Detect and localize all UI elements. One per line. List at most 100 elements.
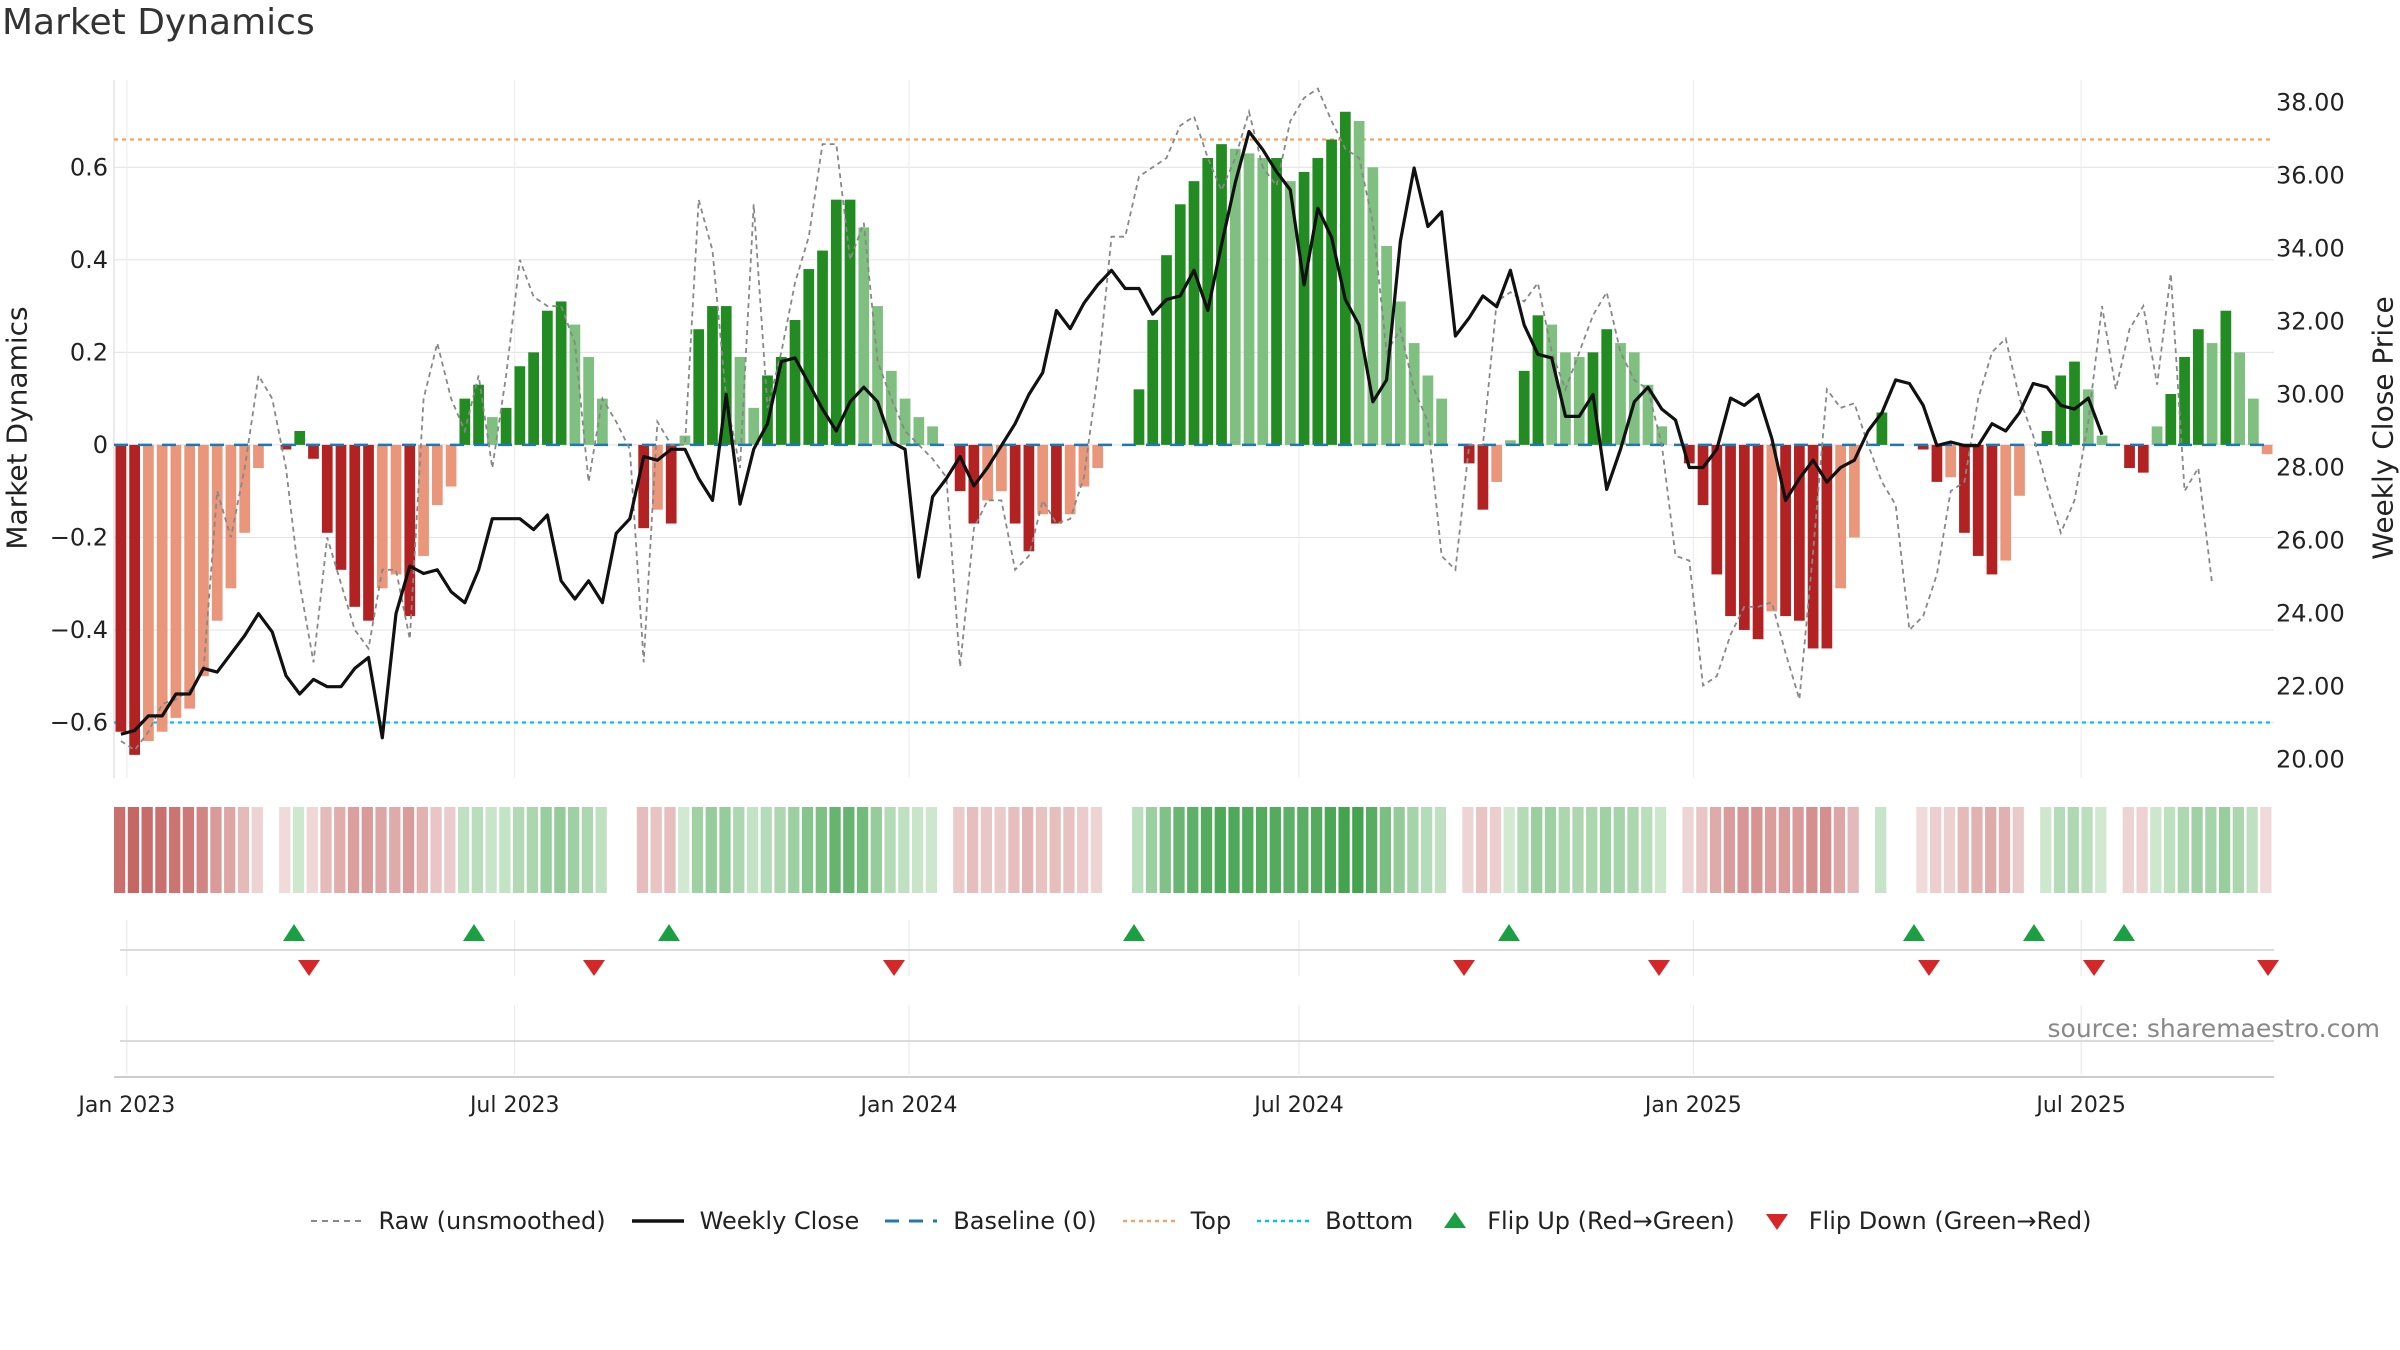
flip-down-marker [583,960,605,976]
market-dynamics-bar [129,444,141,755]
y-tick-label: 0.4 [70,246,108,274]
heat-strip-cell [402,807,415,893]
y-tick-label-right: 20.00 [2276,746,2345,774]
heat-strip-cell [1118,807,1130,893]
market-dynamics-bar [734,356,746,445]
market-dynamics-bar [1023,444,1035,552]
heat-strip-cell [1228,807,1240,893]
market-dynamics-bar [844,199,856,445]
x-tick-label: Jul 2025 [2034,1093,2126,1118]
heat-strip-cell [774,807,786,893]
market-dynamics-bar [597,398,608,445]
heat-strip-cell [1764,807,1777,893]
market-dynamics-bar [198,444,209,677]
heat-strip-cell [980,807,993,893]
market-dynamics-bar [1986,444,1998,575]
heat-strip-cell [361,807,373,893]
heat-strip-cell [1709,807,1722,893]
source-credit: source: sharemaestro.com [2047,1014,2381,1043]
heat-strip-cell [911,807,924,893]
heat-strip-cell [1077,807,1089,893]
heat-strip-cell [1930,807,1942,893]
heat-strip-cell [1132,807,1144,893]
heat-strip-cell [1448,807,1460,893]
market-dynamics-bar [748,407,760,445]
market-dynamics-bar [1491,444,1503,482]
market-dynamics-bar [376,444,388,589]
market-dynamics-bar [693,329,705,445]
market-dynamics-bar [404,444,416,617]
x-tick-label: Jul 2024 [1252,1093,1344,1118]
heat-strip-cell [1022,807,1034,893]
market-dynamics-bar [1257,158,1269,445]
heat-strip-cell [471,807,483,893]
market-dynamics-bar [1339,111,1351,445]
heat-strip-cell [1393,807,1405,893]
market-dynamics-bar [1917,444,1929,450]
market-dynamics-bar [445,444,457,487]
heat-strip-cell [2095,807,2107,893]
legend-label-flip-down: Flip Down (Green→Red) [1808,1207,2092,1235]
market-dynamics-bar [899,398,911,445]
legend-label-flip-up: Flip Up (Red→Green) [1487,1207,1735,1235]
heat-strip-cell [1558,807,1570,893]
market-dynamics-bar [1367,167,1379,445]
heat-strip-cell [182,807,195,893]
y-tick-label-right: 34.00 [2276,234,2345,262]
y-axis-label-right: Weekly Close Price [2366,296,2400,560]
market-dynamics-bar [1009,444,1021,524]
market-dynamics-bar [1312,158,1324,445]
heat-strip-cell [801,807,814,893]
heat-strip-cell [2205,807,2217,893]
flip-up-marker [2113,924,2135,941]
y-tick-label-right: 26.00 [2276,527,2345,555]
market-dynamics-bar [1463,444,1475,464]
market-dynamics-bar [280,444,292,450]
market-dynamics-bar [308,444,319,459]
market-dynamics-bar [2137,444,2149,473]
heat-strip-cell [526,807,539,893]
market-dynamics-bar [1174,204,1186,445]
market-dynamics-bar [1078,444,1090,487]
market-dynamics-bar [253,444,264,469]
market-dynamics-bar [1835,444,1846,589]
heat-strip-cell [1407,807,1419,893]
heat-strip-cell [2191,807,2203,893]
y-tick-label-right: 22.00 [2276,673,2345,701]
heat-strip-cell [389,807,401,893]
flip-up-marker [1498,924,1520,941]
market-dynamics-bar [665,444,677,524]
heat-strip-cell [224,807,236,893]
heat-strip-cell [1998,807,2011,893]
heat-strip-cell [292,807,305,893]
heat-strip-cell [114,807,126,893]
heat-strip-cell [1104,807,1116,893]
market-dynamics-bar [1147,319,1159,445]
market-dynamics-bar [170,444,182,718]
heat-strip-cell [815,807,827,893]
heat-strip-cell [1778,807,1790,893]
heat-strip-cell [1049,807,1061,893]
heat-strip-cell [1985,807,1997,893]
raw-series-line [120,87,2213,752]
market-dynamics-bar [1642,384,1654,445]
heat-strip-cell [1916,807,1928,893]
market-dynamics-bar [1931,444,1943,482]
flip-down-marker [2257,960,2279,976]
market-dynamics-bar [1780,444,1791,617]
market-dynamics-bar [1615,343,1626,445]
heat-strip-cell [2136,807,2148,893]
legend-item-top: Top [1121,1207,1231,1235]
heat-strip-cell [1737,807,1749,893]
x-tick-label: Jan 2023 [76,1093,175,1118]
chart-title: Market Dynamics [2,2,315,43]
heat-strip-cell [1668,807,1680,893]
heat-strip-cell [1875,807,1887,893]
legend-item-close: Weekly Close [630,1207,859,1235]
heat-strip-cell [2012,807,2024,893]
heat-strip-cell [719,807,731,893]
flip-down-marker [1648,960,1670,976]
market-dynamics-bar [1849,444,1860,538]
legend-item-baseline: Baseline (0) [883,1207,1097,1235]
heat-strip-cell [1242,807,1254,893]
